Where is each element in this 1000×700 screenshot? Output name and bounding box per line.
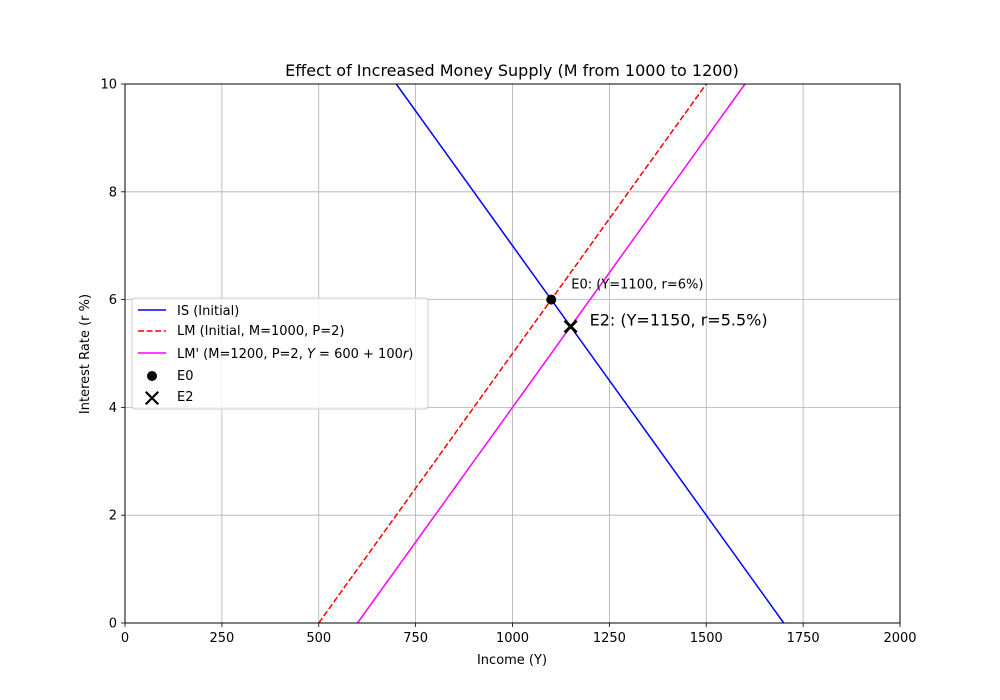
x-tick-label: 1000 [496,631,529,646]
x-tick-label: 1250 [593,631,626,646]
series-lines [318,83,785,624]
lm-line [318,83,707,624]
legend-label-lm: LM (Initial, M=1000, P=2) [177,324,344,339]
is-line [395,83,785,624]
x-tick-label: 750 [403,631,428,646]
legend-label-e0: E0 [177,369,194,384]
axis-ticks: 0 250 500 750 1000 1250 1500 1750 2000 0 2 4 6 8 10 [100,78,916,647]
legend-label-is: IS (Initial) [177,304,239,319]
legend-box [131,297,429,410]
y-tick-label: 0 [109,617,117,632]
equilibrium-points [546,294,578,334]
lm-prime-line [356,83,746,624]
y-tick-label: 6 [109,293,117,308]
x-tick-label: 500 [306,631,331,646]
y-tick-label: 8 [109,185,117,200]
legend-label-lm-prime: LM' (M=1200, P=2, Y = 600 + 100r) [177,347,413,362]
annotation-e0: E0: (Y=1100, r=6%) [571,278,703,293]
legend-marker-e0 [147,371,157,381]
x-tick-label: 1750 [787,631,820,646]
point-e2 [563,319,578,334]
x-tick-label: 0 [121,631,129,646]
annotation-e2: E2: (Y=1150, r=5.5%) [590,311,768,330]
legend-marker-e2 [145,391,159,405]
y-axis-label: Interest Rate (r %) [78,294,93,414]
x-tick-label: 250 [209,631,234,646]
point-annotations: E0: (Y=1100, r=6%) E2: (Y=1150, r=5.5%) [571,278,767,330]
legend: IS (Initial) LM (Initial, M=1000, P=2) L… [131,297,429,410]
legend-label-e2: E2 [177,390,194,405]
x-axis-label: Income (Y) [477,653,547,668]
point-e0 [546,294,557,305]
y-tick-label: 10 [100,78,117,93]
chart-title: Effect of Increased Money Supply (M from… [285,61,739,80]
x-tick-label: 2000 [883,631,916,646]
y-tick-label: 2 [109,509,117,524]
y-tick-label: 4 [109,401,117,416]
x-tick-label: 1500 [690,631,723,646]
